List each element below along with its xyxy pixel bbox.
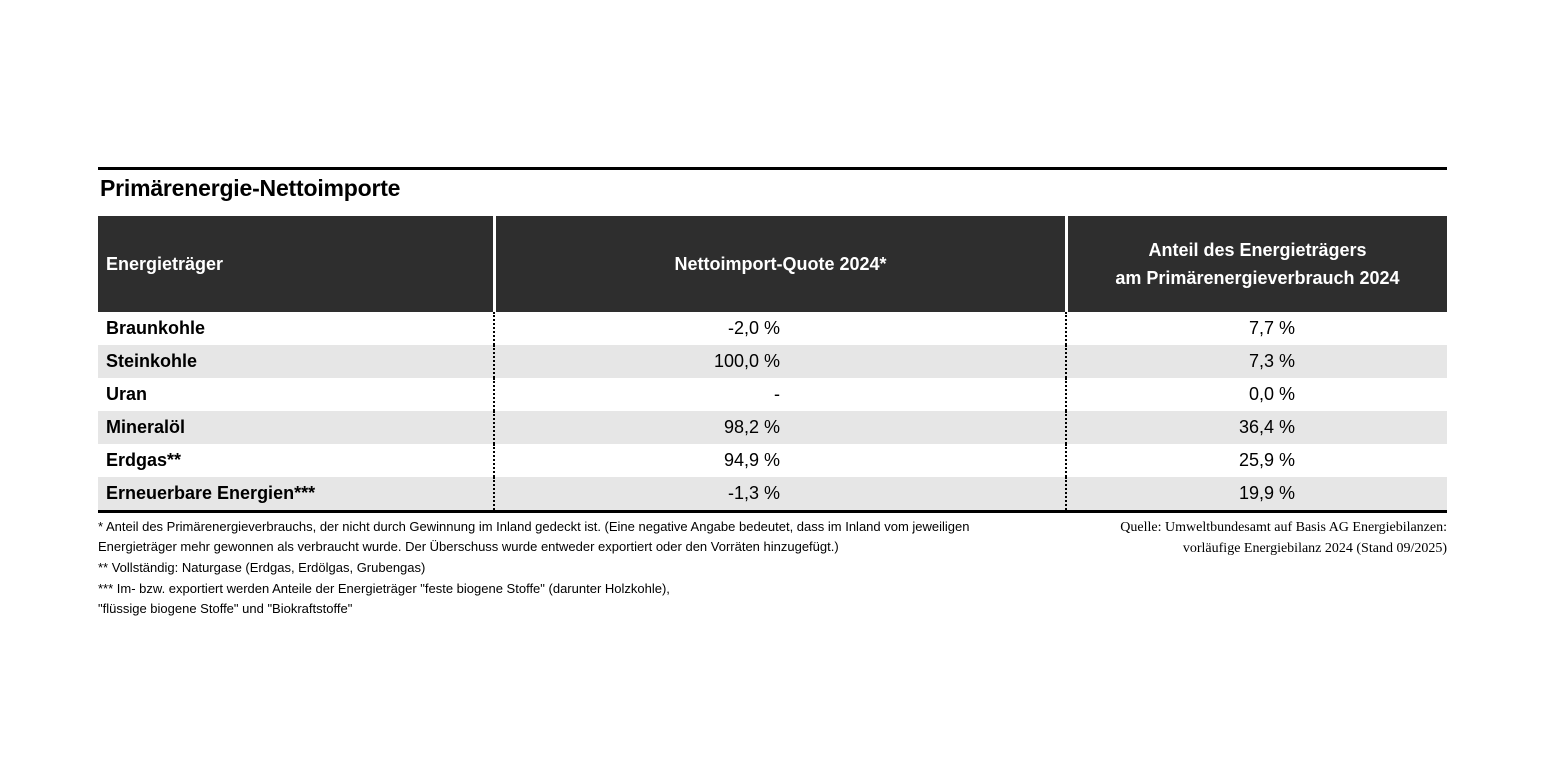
column-header-anteil-line2: am Primärenergieverbrauch 2024 [1115,268,1400,288]
row-label: Mineralöl [106,417,186,437]
cell-anteil: 7,3 % [1065,345,1447,378]
cell-anteil: 36,4 % [1065,411,1447,444]
cell-nettoimport-quote: 94,9 % [493,444,1065,477]
source-line1: Quelle: Umweltbundesamt auf Basis AG Ene… [1120,520,1447,535]
cell-anteil: 19,9 % [1065,477,1447,510]
cell-anteil: 0,0 % [1065,378,1447,411]
source-attribution: Quelle: Umweltbundesamt auf Basis AG Ene… [1120,517,1447,559]
column-header-nettoimport-quote: Nettoimport-Quote 2024* [493,216,1065,312]
table-row-steinkohle: Steinkohle 100,0 % 7,3 % [98,345,1447,378]
source-line2: vorläufige Energiebilanz 2024 (Stand 09/… [1182,541,1447,556]
cell-nettoimport-quote: -1,3 % [493,477,1065,510]
table-row-mineraloel: Mineralöl 98,2 % 36,4 % [98,411,1447,444]
row-label: Steinkohle [106,351,198,371]
footnote-triple-asterisk-line2: "flüssige biogene Stoffe" und "Biokrafts… [98,601,353,616]
column-header-anteil-primaerenergieverbrauch: Anteil des Energieträgers am Primärenerg… [1065,216,1447,312]
footnote-double-asterisk: ** Vollständig: Naturgase (Erdgas, Erdöl… [98,560,426,575]
footnote-asterisk-line1: * Anteil des Primärenergieverbrauchs, de… [98,519,970,534]
data-table: Energieträger Nettoimport-Quote 2024* An… [98,216,1447,513]
table-row-erdgas: Erdgas** 94,9 % 25,9 % [98,444,1447,477]
cell-anteil: 7,7 % [1065,312,1447,345]
top-divider-rule [98,167,1447,170]
column-header-energietraeger: Energieträger [98,216,493,312]
row-label: Braunkohle [106,318,206,338]
cell-nettoimport-quote: 98,2 % [493,411,1065,444]
footnote-asterisk-line2: Energieträger mehr gewonnen als verbrauc… [98,539,839,554]
footnote-triple-asterisk-line1: *** Im- bzw. exportiert werden Anteile d… [98,581,670,596]
page-title: Primärenergie-Nettoimporte [100,175,401,201]
table-header-row: Energieträger Nettoimport-Quote 2024* An… [98,216,1447,312]
cell-nettoimport-quote: 100,0 % [493,345,1065,378]
cell-nettoimport-quote: -2,0 % [493,312,1065,345]
row-label: Erdgas** [106,450,182,470]
row-label: Uran [106,384,148,404]
cell-nettoimport-quote: - [493,378,1065,411]
table-row-uran: Uran - 0,0 % [98,378,1447,411]
column-header-anteil-line1: Anteil des Energieträgers [1148,240,1367,260]
table-row-braunkohle: Braunkohle -2,0 % 7,7 % [98,312,1447,345]
footnotes-block: * Anteil des Primärenergieverbrauchs, de… [98,517,1058,619]
cell-anteil: 25,9 % [1065,444,1447,477]
row-label: Erneuerbare Energien*** [106,483,316,503]
table-body: Braunkohle -2,0 % 7,7 % Steinkohle 100,0… [98,312,1447,510]
table-row-erneuerbare-energien: Erneuerbare Energien*** -1,3 % 19,9 % [98,477,1447,510]
